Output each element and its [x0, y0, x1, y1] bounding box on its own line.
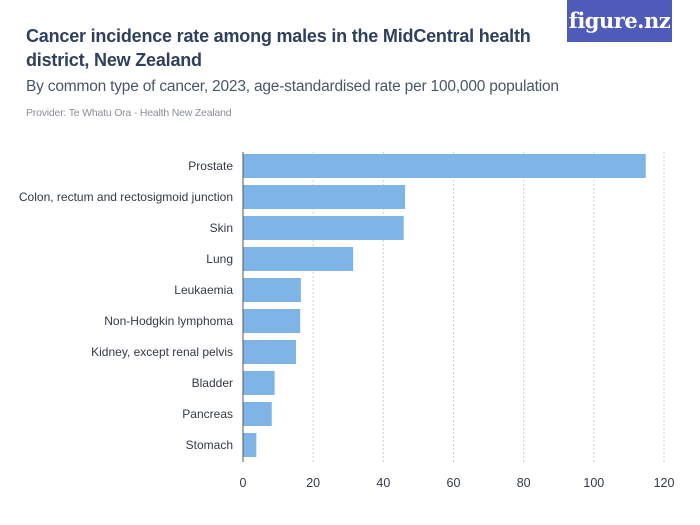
x-tick-label-6: 120	[654, 476, 675, 490]
data-provider: Provider: Te Whatu Ora - Health New Zeal…	[26, 107, 232, 119]
category-label-7: Bladder	[192, 376, 233, 390]
category-label-6: Kidney, except renal pelvis	[91, 345, 233, 359]
bar-7	[243, 371, 275, 395]
category-label-0: Prostate	[188, 159, 233, 173]
bar-1	[243, 185, 406, 209]
x-tick-label-2: 40	[376, 476, 390, 490]
bar-2	[243, 216, 404, 240]
category-label-5: Non-Hodgkin lymphoma	[104, 314, 233, 328]
category-label-8: Pancreas	[182, 407, 233, 421]
category-label-3: Lung	[206, 252, 233, 266]
category-label-9: Stomach	[186, 438, 233, 452]
bar-0	[243, 154, 646, 178]
bar-5	[243, 309, 301, 333]
bar-4	[243, 278, 301, 302]
bar-9	[243, 433, 257, 457]
category-label-2: Skin	[210, 221, 233, 235]
x-tick-label-4: 80	[517, 476, 531, 490]
chart-subtitle: By common type of cancer, 2023, age-stan…	[26, 78, 559, 95]
x-tick-label-3: 60	[447, 476, 461, 490]
chart-title: Cancer incidence rate among males in the…	[26, 26, 531, 70]
bar-3	[243, 247, 354, 271]
figure-nz-logo[interactable]: figure.nz	[567, 0, 672, 42]
bar-8	[243, 402, 272, 426]
x-tick-label-0: 0	[240, 476, 247, 490]
x-tick-label-5: 100	[583, 476, 604, 490]
category-label-4: Leukaemia	[174, 283, 233, 297]
bar-6	[243, 340, 296, 364]
category-label-1: Colon, rectum and rectosigmoid junction	[19, 190, 233, 204]
x-tick-label-1: 20	[306, 476, 320, 490]
